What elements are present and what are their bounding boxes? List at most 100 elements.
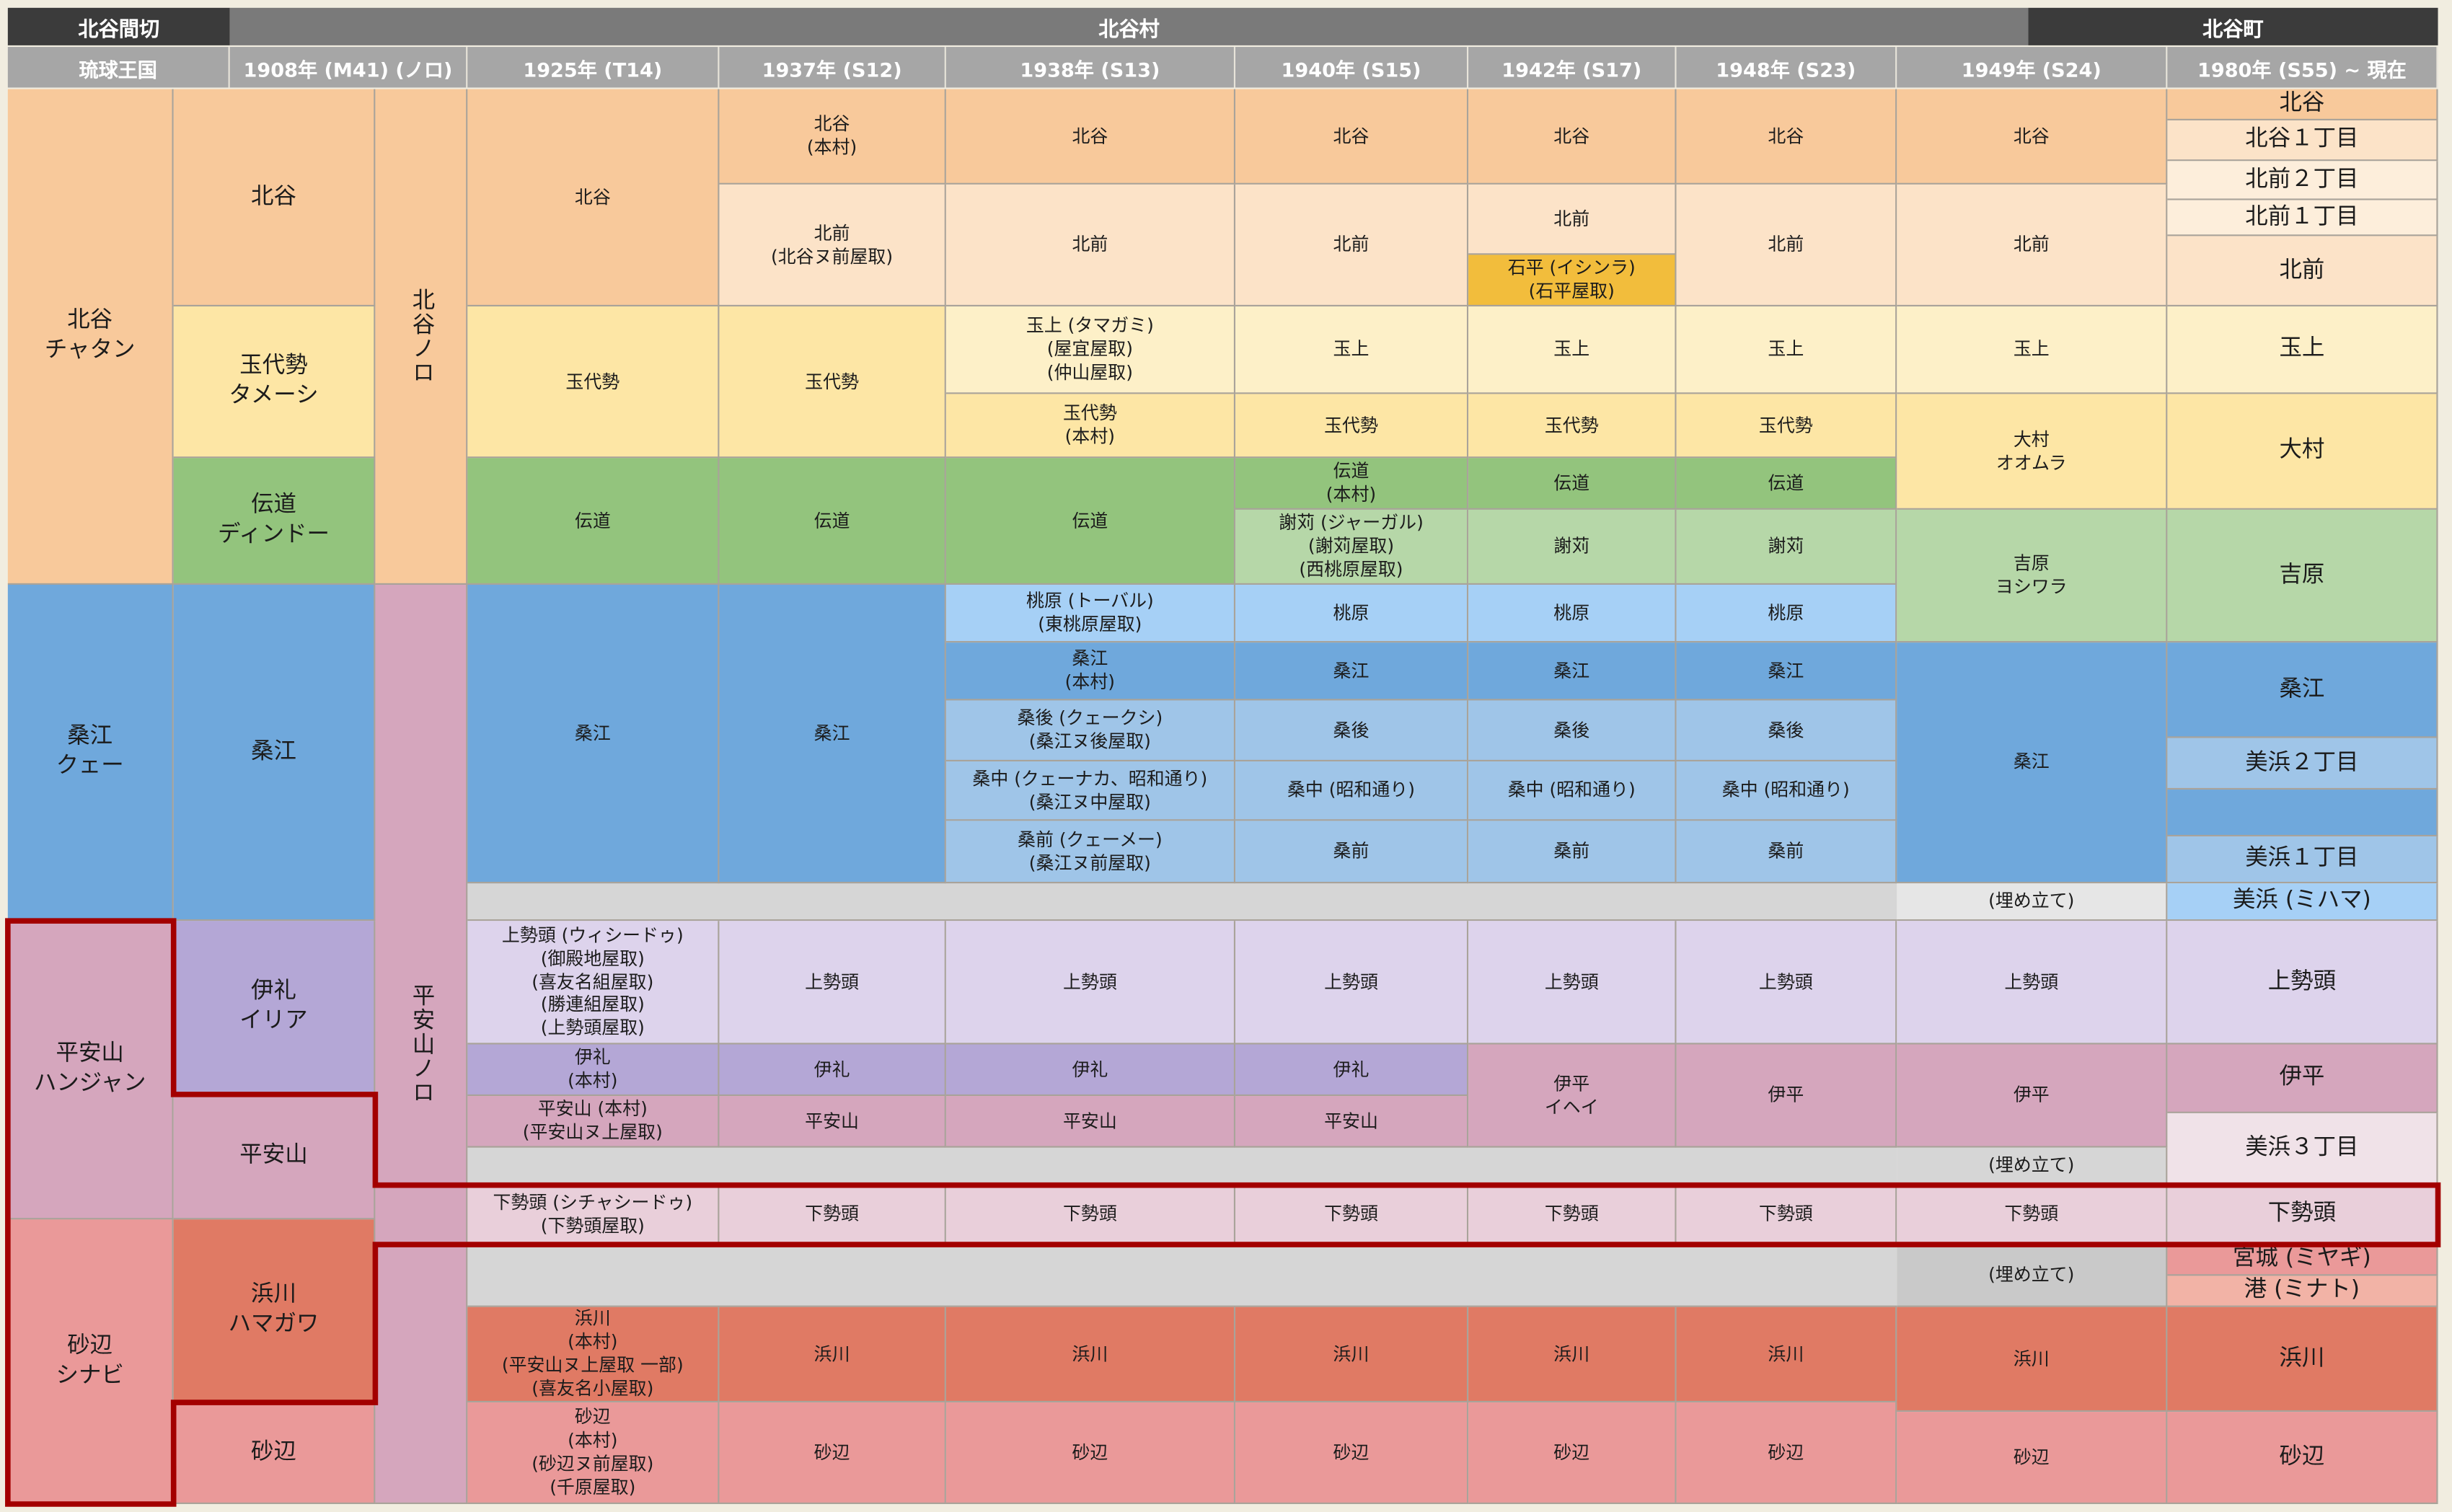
- cell-1948-dendo: 伝道: [1676, 458, 1897, 510]
- cell-1949-shiseedu: 下勢頭: [1897, 1185, 2168, 1245]
- col-header-1948: 1948年 (S23): [1676, 47, 1897, 88]
- cell-1948-uiseedu: 上勢頭: [1676, 921, 1897, 1045]
- col-header-1980: 1980年 (S55) ~ 現在: [2167, 47, 2438, 88]
- cell-1980-tamagami: 玉上: [2167, 306, 2438, 394]
- band-reclaimed-1: [467, 883, 1897, 921]
- cell-1942-kuemae: 桑前: [1468, 821, 1677, 884]
- cell-1942-shiseedu: 下勢頭: [1468, 1185, 1677, 1245]
- cell-1949-hamagawa: 浜川: [1897, 1307, 2168, 1412]
- cell-1908-dendo: 伝道 ディンドー: [173, 458, 376, 585]
- cell-ryukyu-chatan: 北谷 チャタン: [7, 89, 174, 585]
- cell-1948-kue: 桑江: [1676, 642, 1897, 701]
- cell-1980-kitamae-2: 北前２丁目: [2167, 161, 2438, 200]
- cell-1980-mihama-1: 美浜１丁目: [2167, 836, 2438, 884]
- cell-1980-mihama-2: 美浜２丁目: [2167, 738, 2438, 790]
- cell-1908-chatan: 北谷: [173, 89, 376, 307]
- cell-1980-kitamae-1: 北前１丁目: [2167, 200, 2438, 236]
- cell-1980-hamagawa: 浜川: [2167, 1307, 2438, 1412]
- cell-1980-minato: 港 (ミナト): [2167, 1276, 2438, 1307]
- cell-1937-iri: 伊礼: [719, 1044, 946, 1097]
- cell-1980-kue: 桑江: [2167, 642, 2438, 738]
- cell-1937-dendo: 伝道: [719, 458, 946, 585]
- cell-1949-reclaimed-3: (埋め立て): [1897, 1244, 2168, 1307]
- cell-1940-tamagami: 玉上: [1235, 306, 1469, 394]
- cell-1948-hamagawa: 浜川: [1676, 1307, 1897, 1403]
- cell-1940-kuemae: 桑前: [1235, 821, 1469, 884]
- cell-1938-kuenaka: 桑中 (クェーナカ、昭和通り) (桑江ヌ中屋取): [945, 761, 1236, 821]
- col-header-1949: 1949年 (S24): [1897, 47, 2168, 88]
- cell-1949-ihei: 伊平: [1897, 1044, 2168, 1148]
- cell-1942-ishihira: 石平 (イシンラ) (石平屋取): [1468, 255, 1677, 307]
- cell-1980-uiseedu: 上勢頭: [2167, 921, 2438, 1045]
- cell-1925-chatan: 北谷: [467, 89, 720, 307]
- cell-1938-kuekushi: 桑後 (クェークシ) (桑江ヌ後屋取): [945, 700, 1236, 762]
- cell-1940-iri: 伊礼: [1235, 1044, 1469, 1097]
- cell-1949-reclaimed-1: (埋め立て): [1897, 883, 2168, 921]
- cell-1980-ihei: 伊平: [2167, 1044, 2438, 1113]
- col-header-1938: 1938年 (S13): [945, 47, 1236, 88]
- cell-1980-chatan-1: 北谷１丁目: [2167, 120, 2438, 162]
- cell-1980-chatan: 北谷: [2167, 89, 2438, 120]
- cell-1942-kitamae: 北前: [1468, 184, 1677, 255]
- cell-1942-kuenaka: 桑中 (昭和通り): [1468, 761, 1677, 821]
- cell-1948-kitamae: 北前: [1676, 184, 1897, 307]
- cell-1938-chatan: 北谷: [945, 89, 1236, 185]
- cell-1940-kitamae: 北前: [1235, 184, 1469, 307]
- cell-1942-uiseedu: 上勢頭: [1468, 921, 1677, 1045]
- cell-noro-chatan: 北谷ノロ: [375, 89, 468, 585]
- cell-1908-hanjan: 平安山: [173, 1094, 376, 1220]
- cell-1938-tamaditi: 玉代勢 (本村): [945, 394, 1236, 459]
- cell-1940-kuekushi: 桑後: [1235, 700, 1469, 762]
- cell-1942-ihei: 伊平 イヘイ: [1468, 1044, 1677, 1148]
- cell-1938-uiseedu: 上勢頭: [945, 921, 1236, 1045]
- cell-1942-shinabe: 砂辺: [1468, 1402, 1677, 1505]
- cell-1942-dendo: 伝道: [1468, 458, 1677, 510]
- cell-1938-dendo: 伝道: [945, 458, 1236, 585]
- cell-1980-mihama: 美浜 (ミハマ): [2167, 883, 2438, 921]
- cell-1937-shiseedu: 下勢頭: [719, 1185, 946, 1245]
- cell-1949-shinabe: 砂辺: [1897, 1412, 2168, 1505]
- cell-ryukyu-shinabe: 砂辺 シナビ: [7, 1219, 174, 1505]
- cell-1925-hamagawa: 浜川 (本村) (平安山ヌ上屋取 一部) (喜友名小屋取): [467, 1307, 720, 1403]
- cell-1937-kue: 桑江: [719, 584, 946, 884]
- cell-1949-reclaimed-2: (埋め立て): [1897, 1147, 2168, 1185]
- cell-1925-shinabe: 砂辺 (本村) (砂辺ヌ前屋取) (千原屋取): [467, 1402, 720, 1505]
- cell-1940-kue: 桑江: [1235, 642, 1469, 701]
- cell-1938-shinabe: 砂辺: [945, 1402, 1236, 1505]
- cell-1948-tobaru: 桃原: [1676, 584, 1897, 643]
- cell-1937-tamaditi: 玉代勢: [719, 306, 946, 459]
- cell-1948-tamaditi: 玉代勢: [1676, 394, 1897, 459]
- cell-noro-hanjan: 平安山ノロ: [375, 584, 468, 1505]
- cell-1948-chatan: 北谷: [1676, 89, 1897, 185]
- cell-1948-kuemae: 桑前: [1676, 821, 1897, 884]
- cell-1948-jaakaru: 謝苅: [1676, 509, 1897, 585]
- cell-1942-kuekushi: 桑後: [1468, 700, 1677, 762]
- cell-1949-kue: 桑江: [1897, 642, 2168, 884]
- cell-1940-shinabe: 砂辺: [1235, 1402, 1469, 1505]
- col-header-1940: 1940年 (S15): [1235, 47, 1469, 88]
- cell-1937-kitamae: 北前 (北谷ヌ前屋取): [719, 184, 946, 307]
- cell-1948-shinabe: 砂辺: [1676, 1402, 1897, 1505]
- cell-1948-kuenaka: 桑中 (昭和通り): [1676, 761, 1897, 821]
- cell-1949-uiseedu: 上勢頭: [1897, 921, 2168, 1045]
- col-header-1937: 1937年 (S12): [719, 47, 946, 88]
- cell-1940-dendo: 伝道 (本村): [1235, 458, 1469, 510]
- cell-1949-yoshiwara: 吉原 ヨシワラ: [1897, 509, 2168, 643]
- cell-1980-yoshiwara: 吉原: [2167, 509, 2438, 643]
- cell-1942-tobaru: 桃原: [1468, 584, 1677, 643]
- cell-1940-hanjan: 平安山: [1235, 1096, 1469, 1148]
- cell-1908-tamaditi: 玉代勢 タメーシ: [173, 306, 376, 459]
- cell-1937-uiseedu: 上勢頭: [719, 921, 946, 1045]
- cell-1937-chatan: 北谷 (本村): [719, 89, 946, 185]
- cell-1980-omura: 大村: [2167, 394, 2438, 510]
- cell-1940-shiseedu: 下勢頭: [1235, 1185, 1469, 1245]
- cell-1925-hanjan: 平安山 (本村) (平安山ヌ上屋取): [467, 1096, 720, 1148]
- cell-1942-hamagawa: 浜川: [1468, 1307, 1677, 1403]
- cell-1908-kue: 桑江: [173, 584, 376, 921]
- cell-1942-tamaditi: 玉代勢: [1468, 394, 1677, 459]
- cell-1980-miyagi: 宮城 (ミヤギ): [2167, 1244, 2438, 1276]
- cell-1925-shiseedu: 下勢頭 (シチャシードゥ) (下勢頭屋取): [467, 1185, 720, 1245]
- cell-1938-tobaru: 桃原 (トーバル) (東桃原屋取): [945, 584, 1236, 643]
- cell-1940-hamagawa: 浜川: [1235, 1307, 1469, 1403]
